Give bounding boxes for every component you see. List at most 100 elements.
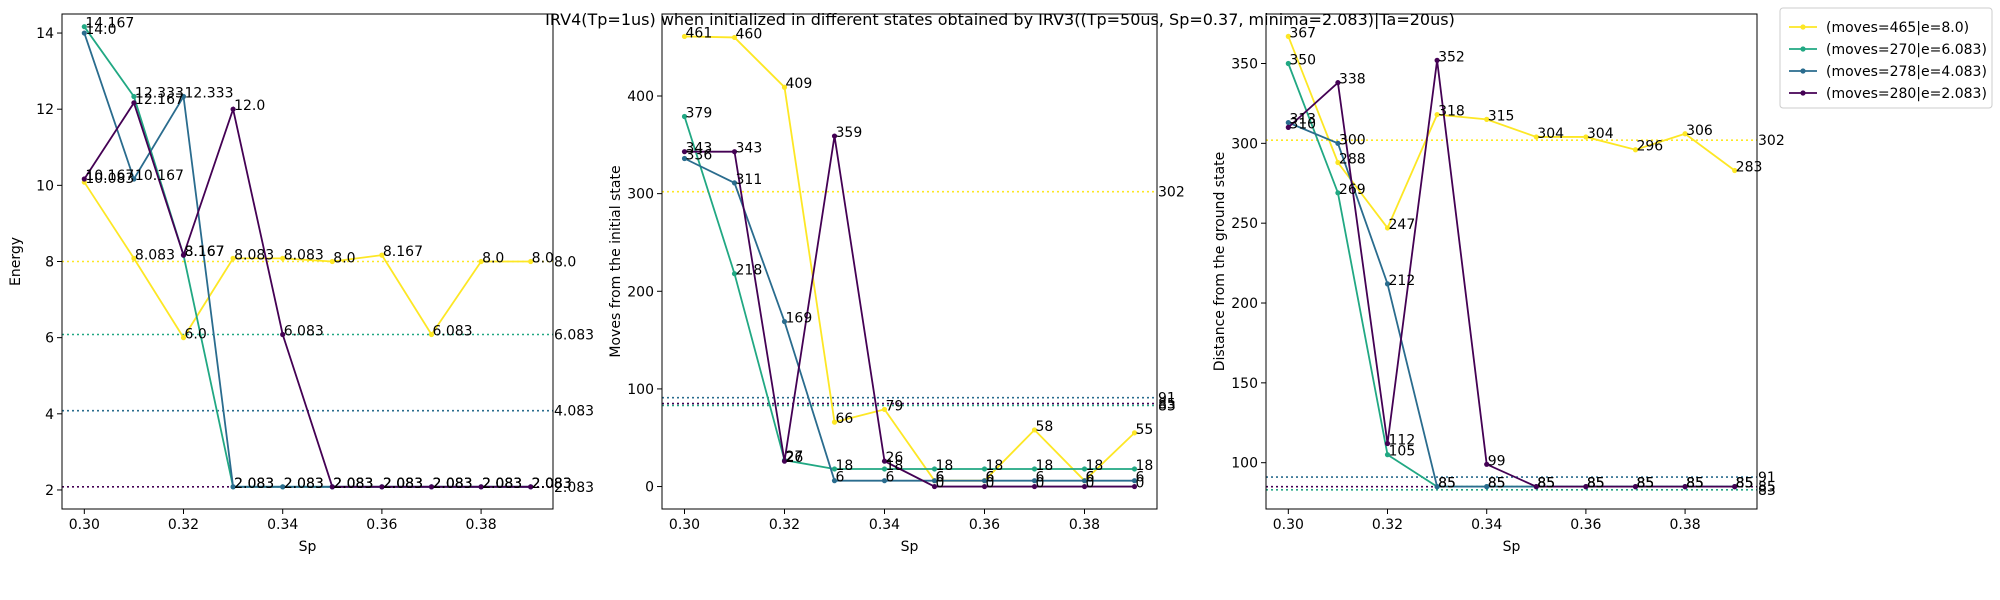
legend-frame (1779, 7, 1993, 109)
data-label: 85 (1537, 476, 1555, 492)
legend-marker (1800, 24, 1806, 30)
x-tick-label: 0.38 (1069, 517, 1100, 533)
data-label: 26 (886, 450, 904, 466)
legend-item: (moves=465|e=8.0) (1789, 20, 1969, 36)
reference-line-label-1: 302 (1158, 185, 1185, 201)
data-point (881, 478, 888, 484)
data-point (681, 33, 688, 40)
data-label: 2.083 (532, 476, 572, 492)
data-label: 2.083 (482, 476, 522, 492)
y-tick-label: 6 (45, 331, 54, 347)
data-point (1031, 478, 1038, 484)
data-label: 85 (1686, 476, 1704, 492)
series-line-3 (684, 157, 1135, 482)
legend-label: (moves=270|e=6.083) (1826, 42, 1987, 58)
data-point (1384, 440, 1391, 447)
data-label: 8.083 (284, 247, 324, 263)
data-label: 352 (1438, 49, 1465, 65)
series-line-1 (1287, 36, 1736, 230)
data-label: 336 (686, 147, 713, 163)
data-point (1384, 281, 1391, 287)
data-label: 0 (1136, 476, 1145, 492)
series-line-2 (683, 116, 1135, 470)
data-label: 18 (936, 458, 954, 474)
data-point (681, 113, 688, 120)
data-point (1285, 60, 1291, 67)
data-point (280, 484, 286, 490)
data-label: 18 (886, 458, 904, 474)
data-point (831, 133, 838, 139)
data-label: 99 (1488, 453, 1506, 469)
data-point (131, 176, 137, 182)
data-point (428, 484, 435, 490)
reference-line-label-3: 4.083 (554, 404, 594, 420)
data-label: 2.083 (532, 476, 572, 492)
data-label: 85 (1636, 476, 1654, 492)
data-label: 310 (1289, 116, 1316, 132)
data-label: 296 (1636, 139, 1663, 155)
data-point (528, 258, 534, 265)
data-label: 2.083 (333, 476, 373, 492)
series-line-4 (83, 100, 531, 488)
data-point (81, 176, 87, 182)
data-label: 6 (1086, 470, 1095, 486)
y-tick-label: 4 (45, 407, 54, 423)
figure-title: IRV4(Tp=1us) when initialized in differe… (545, 10, 1455, 29)
y-tick-label: 0 (645, 480, 654, 496)
data-label: 379 (686, 106, 713, 122)
data-label: 2.083 (432, 476, 472, 492)
data-point (731, 34, 738, 41)
data-point (1732, 484, 1738, 490)
data-label: 0 (936, 476, 945, 492)
data-point (681, 149, 688, 155)
x-tick-label: 0.30 (669, 517, 700, 533)
y-tick-label: 150 (1231, 376, 1258, 392)
legend-label: (moves=465|e=8.0) (1826, 20, 1969, 36)
y-tick-label: 8 (45, 255, 54, 271)
y-tick-label: 100 (627, 382, 654, 398)
data-point (931, 483, 938, 490)
y-tick-label: 400 (627, 89, 654, 105)
data-label: 10.167 (135, 168, 184, 184)
data-point (180, 252, 187, 258)
data-label: 14.0 (85, 22, 116, 38)
data-label: 306 (1686, 123, 1713, 139)
plot-area (1266, 33, 1757, 491)
reference-line-label-3: 91 (1758, 470, 1776, 486)
data-point (1583, 134, 1589, 140)
series-line-1 (83, 181, 531, 340)
data-label: 8.167 (185, 244, 225, 260)
data-label: 85 (1438, 476, 1456, 492)
data-label: 85 (1636, 476, 1654, 492)
reference-line-label-4: 2.083 (554, 480, 594, 496)
data-label: 112 (1389, 433, 1416, 449)
legend-marker (1800, 46, 1806, 52)
x-tick-label: 0.30 (1273, 517, 1304, 533)
y-tick-label: 100 (1231, 456, 1258, 472)
data-point (1632, 147, 1639, 153)
data-point (1632, 484, 1639, 490)
data-label: 343 (736, 141, 763, 157)
data-label: 85 (1587, 476, 1605, 492)
data-label: 169 (786, 311, 813, 327)
data-point (731, 271, 738, 277)
x-tick-label: 0.34 (869, 517, 900, 533)
legend-marker (1800, 90, 1806, 96)
y-tick-label: 12 (36, 102, 54, 118)
data-point (230, 255, 236, 261)
data-label: 18 (1086, 458, 1104, 474)
data-point (1533, 484, 1539, 490)
data-point (881, 458, 888, 464)
data-label: 6 (1086, 470, 1095, 486)
data-label: 85 (1736, 476, 1754, 492)
legend: (moves=465|e=8.0) (moves=270|e=6.083) (mov… (1779, 7, 1993, 109)
y-tick-label: 2 (45, 483, 54, 499)
x-tick-label: 0.38 (465, 517, 496, 533)
reference-line-label-2: 83 (1158, 399, 1176, 415)
data-label: 2.083 (482, 476, 522, 492)
data-point (379, 484, 385, 490)
data-label: 0 (1086, 476, 1095, 492)
data-label: 288 (1339, 152, 1366, 168)
data-label: 343 (686, 141, 713, 157)
data-label: 8.167 (185, 244, 225, 260)
